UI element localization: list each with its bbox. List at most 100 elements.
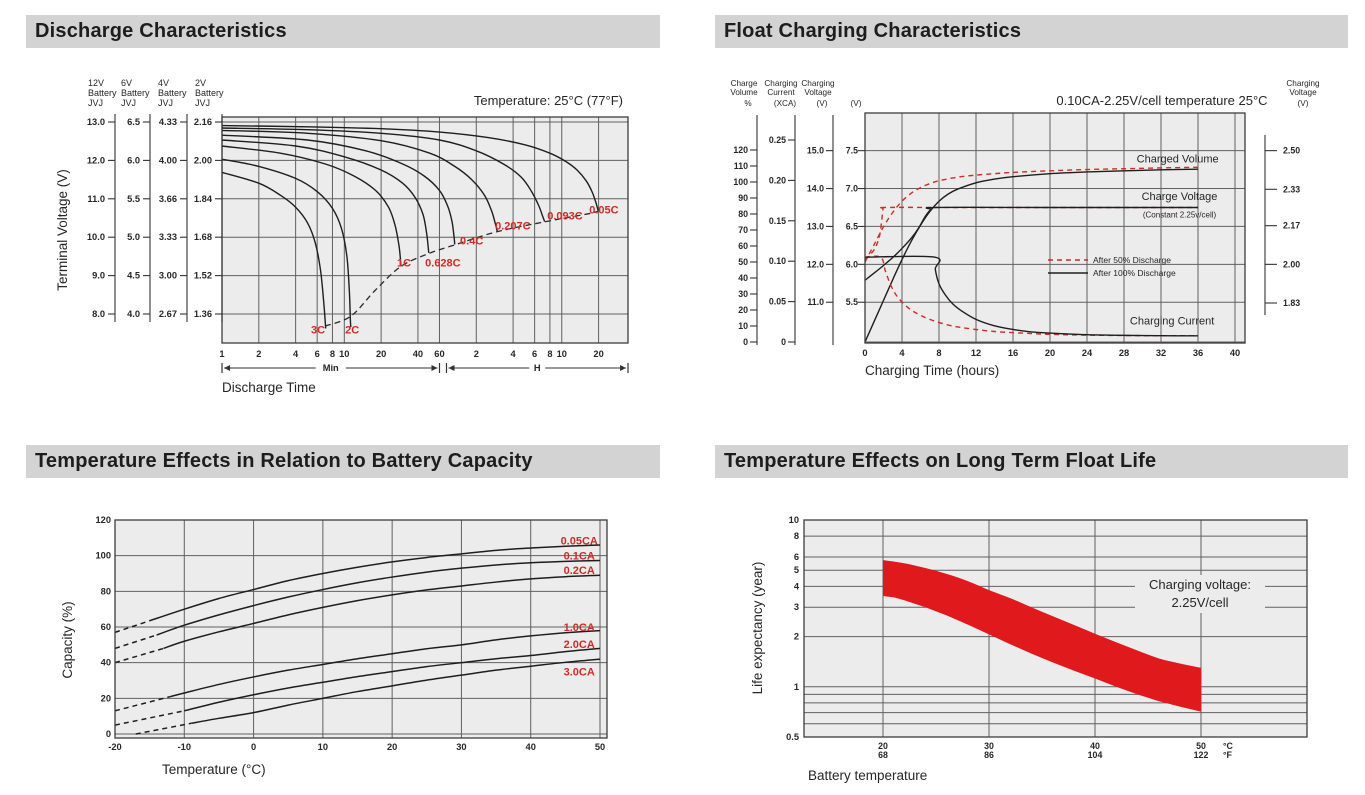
float-life-chart: Charging voltage: 2.25V/cell 10 8 6 5 4 3 2 1 0.5 2… — [715, 495, 1365, 795]
svg-text:Battery: Battery — [88, 88, 117, 98]
svg-text:-10: -10 — [178, 742, 191, 752]
section-title: Temperature Effects on Long Term Float L… — [724, 450, 1157, 472]
svg-text:70: 70 — [738, 225, 748, 235]
section-title: Discharge Characteristics — [35, 20, 287, 42]
svg-text:0.5: 0.5 — [786, 732, 799, 742]
svg-text:1.68: 1.68 — [194, 232, 212, 242]
svg-text:2V: 2V — [195, 78, 206, 88]
svg-text:(XCA): (XCA) — [774, 99, 797, 108]
svg-text:Min: Min — [323, 363, 339, 373]
svg-text:(V): (V) — [1298, 99, 1309, 108]
svg-text:60: 60 — [738, 241, 748, 251]
svg-text:0.2CA: 0.2CA — [564, 565, 595, 577]
svg-text:4: 4 — [899, 348, 905, 358]
section-header-float-charging: Float Charging Characteristics — [715, 15, 1348, 48]
svg-text:Temperature (°C): Temperature (°C) — [162, 762, 266, 777]
svg-text:12: 12 — [971, 348, 981, 358]
float-charging-chart: Charged Volume Charge Voltage (Constant 2.… — [715, 75, 1365, 410]
svg-text:5: 5 — [794, 565, 799, 575]
svg-text:110: 110 — [734, 161, 748, 171]
svg-text:68: 68 — [878, 750, 888, 760]
svg-text:10.0: 10.0 — [87, 232, 105, 242]
svg-text:12.0: 12.0 — [807, 259, 824, 269]
svg-text:86: 86 — [984, 750, 994, 760]
svg-text:3.00: 3.00 — [159, 271, 177, 281]
svg-text:4.0: 4.0 — [127, 309, 140, 319]
section-title: Float Charging Characteristics — [724, 20, 1022, 42]
svg-text:122: 122 — [1194, 750, 1209, 760]
svg-text:2.00: 2.00 — [194, 155, 212, 165]
svg-text:0.10CA-2.25V/cell temperature: 0.10CA-2.25V/cell temperature 25°C — [1056, 93, 1267, 108]
svg-text:4: 4 — [794, 581, 800, 591]
svg-text:3.66: 3.66 — [159, 194, 177, 204]
svg-text:104: 104 — [1088, 750, 1103, 760]
svg-text:3.33: 3.33 — [159, 232, 177, 242]
svg-text:40: 40 — [738, 273, 748, 283]
svg-text:JVJ: JVJ — [158, 98, 173, 108]
discharge-characteristics-chart: 3C 2C 1C 0.628C 0.4C 0.207C 0.093C 0.05C 13.0 12.… — [27, 75, 660, 410]
svg-text:8: 8 — [794, 531, 799, 541]
float-charging-canvas: Charged Volume Charge Voltage (Constant 2.… — [730, 79, 1320, 378]
svg-text:7.0: 7.0 — [846, 184, 858, 194]
svg-text:12.0: 12.0 — [87, 155, 105, 165]
svg-text:11.0: 11.0 — [807, 297, 824, 307]
svg-text:Charged Volume: Charged Volume — [1137, 154, 1219, 166]
svg-text:Temperature: 25°C (77°F): Temperature: 25°C (77°F) — [474, 93, 623, 108]
svg-text:5.5: 5.5 — [846, 297, 858, 307]
svg-text:(Constant 2.25v/cell): (Constant 2.25v/cell) — [1143, 210, 1217, 219]
svg-text:4: 4 — [293, 349, 299, 359]
svg-text:10: 10 — [738, 321, 748, 331]
temp-capacity-chart: 0.05CA 0.1CA 0.2CA 1.0CA 2.0CA 3.0CA 120 100 80 6… — [27, 495, 660, 795]
svg-text:6.0: 6.0 — [846, 259, 858, 269]
svg-text:60: 60 — [101, 622, 111, 632]
svg-text:Life expectancy (year): Life expectancy (year) — [750, 562, 765, 695]
svg-text:0.10: 0.10 — [769, 256, 786, 266]
svg-text:20: 20 — [387, 742, 397, 752]
svg-text:JVJ: JVJ — [121, 98, 136, 108]
svg-text:6.5: 6.5 — [846, 221, 858, 231]
svg-text:4.5: 4.5 — [127, 271, 140, 281]
svg-text:Charging: Charging — [764, 79, 798, 88]
svg-text:Current: Current — [767, 88, 795, 97]
svg-text:16: 16 — [1008, 348, 1018, 358]
svg-text:%: % — [744, 99, 751, 108]
svg-text:80: 80 — [101, 586, 111, 596]
svg-text:30: 30 — [984, 741, 994, 751]
svg-text:Battery: Battery — [195, 88, 224, 98]
svg-text:80: 80 — [738, 209, 748, 219]
svg-text:8.0: 8.0 — [92, 309, 105, 319]
svg-text:12V: 12V — [88, 78, 104, 88]
svg-text:0: 0 — [781, 337, 786, 347]
section-header-discharge: Discharge Characteristics — [26, 15, 660, 48]
svg-text:2: 2 — [794, 632, 799, 642]
svg-text:0.25: 0.25 — [769, 135, 786, 145]
svg-text:Charge Voltage: Charge Voltage — [1142, 191, 1218, 203]
svg-text:2.33: 2.33 — [1283, 184, 1300, 194]
svg-text:11.0: 11.0 — [87, 194, 105, 204]
svg-text:Voltage: Voltage — [804, 88, 832, 97]
svg-text:2: 2 — [256, 349, 261, 359]
svg-text:0: 0 — [106, 729, 111, 739]
svg-text:0: 0 — [251, 742, 256, 752]
svg-text:JVJ: JVJ — [88, 98, 103, 108]
svg-text:0.15: 0.15 — [769, 216, 786, 226]
svg-text:20: 20 — [1045, 348, 1055, 358]
svg-text:2.16: 2.16 — [194, 117, 212, 127]
svg-text:Battery: Battery — [121, 88, 150, 98]
section-title: Temperature Effects in Relation to Batte… — [35, 450, 533, 472]
svg-text:28: 28 — [1119, 348, 1129, 358]
svg-text:4: 4 — [511, 349, 517, 359]
svg-text:1.0CA: 1.0CA — [564, 622, 595, 634]
svg-text:°F: °F — [1223, 750, 1233, 760]
svg-text:2.50: 2.50 — [1283, 146, 1300, 156]
svg-text:2C: 2C — [345, 325, 359, 337]
svg-text:Terminal Voltage (V): Terminal Voltage (V) — [55, 169, 70, 291]
svg-text:Volume: Volume — [730, 88, 758, 97]
svg-text:120: 120 — [733, 145, 748, 155]
svg-text:32: 32 — [1156, 348, 1166, 358]
svg-text:Discharge Time: Discharge Time — [222, 380, 316, 395]
svg-text:40: 40 — [101, 658, 111, 668]
svg-text:30: 30 — [456, 742, 466, 752]
svg-text:1: 1 — [794, 682, 799, 692]
